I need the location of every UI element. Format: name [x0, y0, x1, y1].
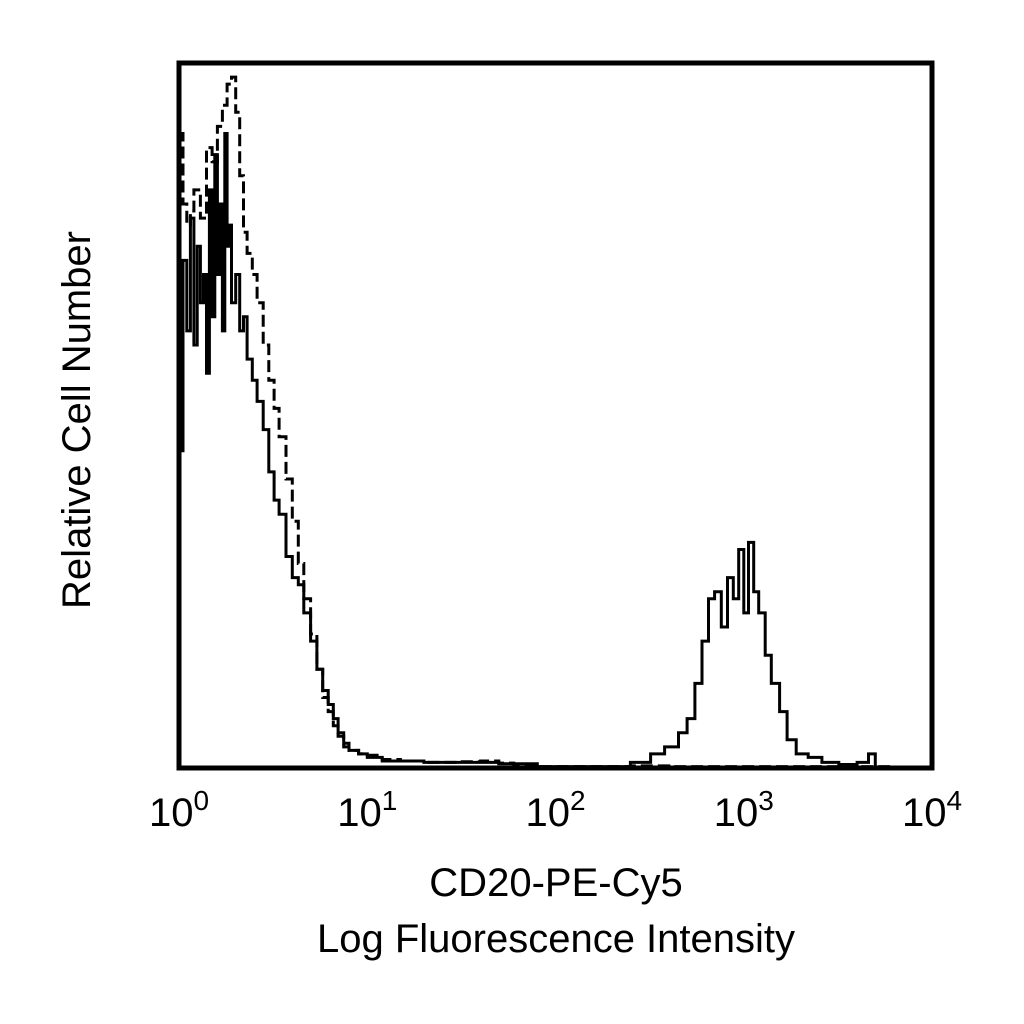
x-tick-label-exponent: 1 — [382, 785, 398, 816]
x-tick-label-base: 10 — [149, 791, 194, 835]
x-tick-label-exponent: 0 — [193, 785, 209, 816]
x-tick-label-base: 10 — [525, 791, 570, 835]
x-tick-label: 100 — [149, 785, 209, 835]
x-tick-label: 103 — [714, 785, 774, 835]
x-tick-label-exponent: 2 — [570, 785, 586, 816]
x-tick-label-exponent: 4 — [946, 785, 962, 816]
x-tick-label: 102 — [525, 785, 585, 835]
x-tick-label: 101 — [337, 785, 397, 835]
x-tick-label-exponent: 3 — [758, 785, 774, 816]
series-line-dashed — [179, 75, 891, 769]
x-tick-label-base: 10 — [902, 791, 947, 835]
y-axis-label: Relative Cell Number — [55, 231, 99, 609]
series-layer — [179, 75, 891, 769]
x-tick-labels: 100 101 102 103 104 — [149, 785, 962, 835]
x-axis-label-line-2: Log Fluorescence Intensity — [317, 917, 795, 961]
x-tick-label-base: 10 — [714, 791, 759, 835]
x-tick-label-base: 10 — [337, 791, 382, 835]
x-axis-label-line-1: CD20-PE-Cy5 — [429, 861, 682, 905]
series-line-solid — [179, 132, 877, 769]
plot-frame — [176, 60, 935, 771]
x-tick-label: 104 — [902, 785, 962, 835]
